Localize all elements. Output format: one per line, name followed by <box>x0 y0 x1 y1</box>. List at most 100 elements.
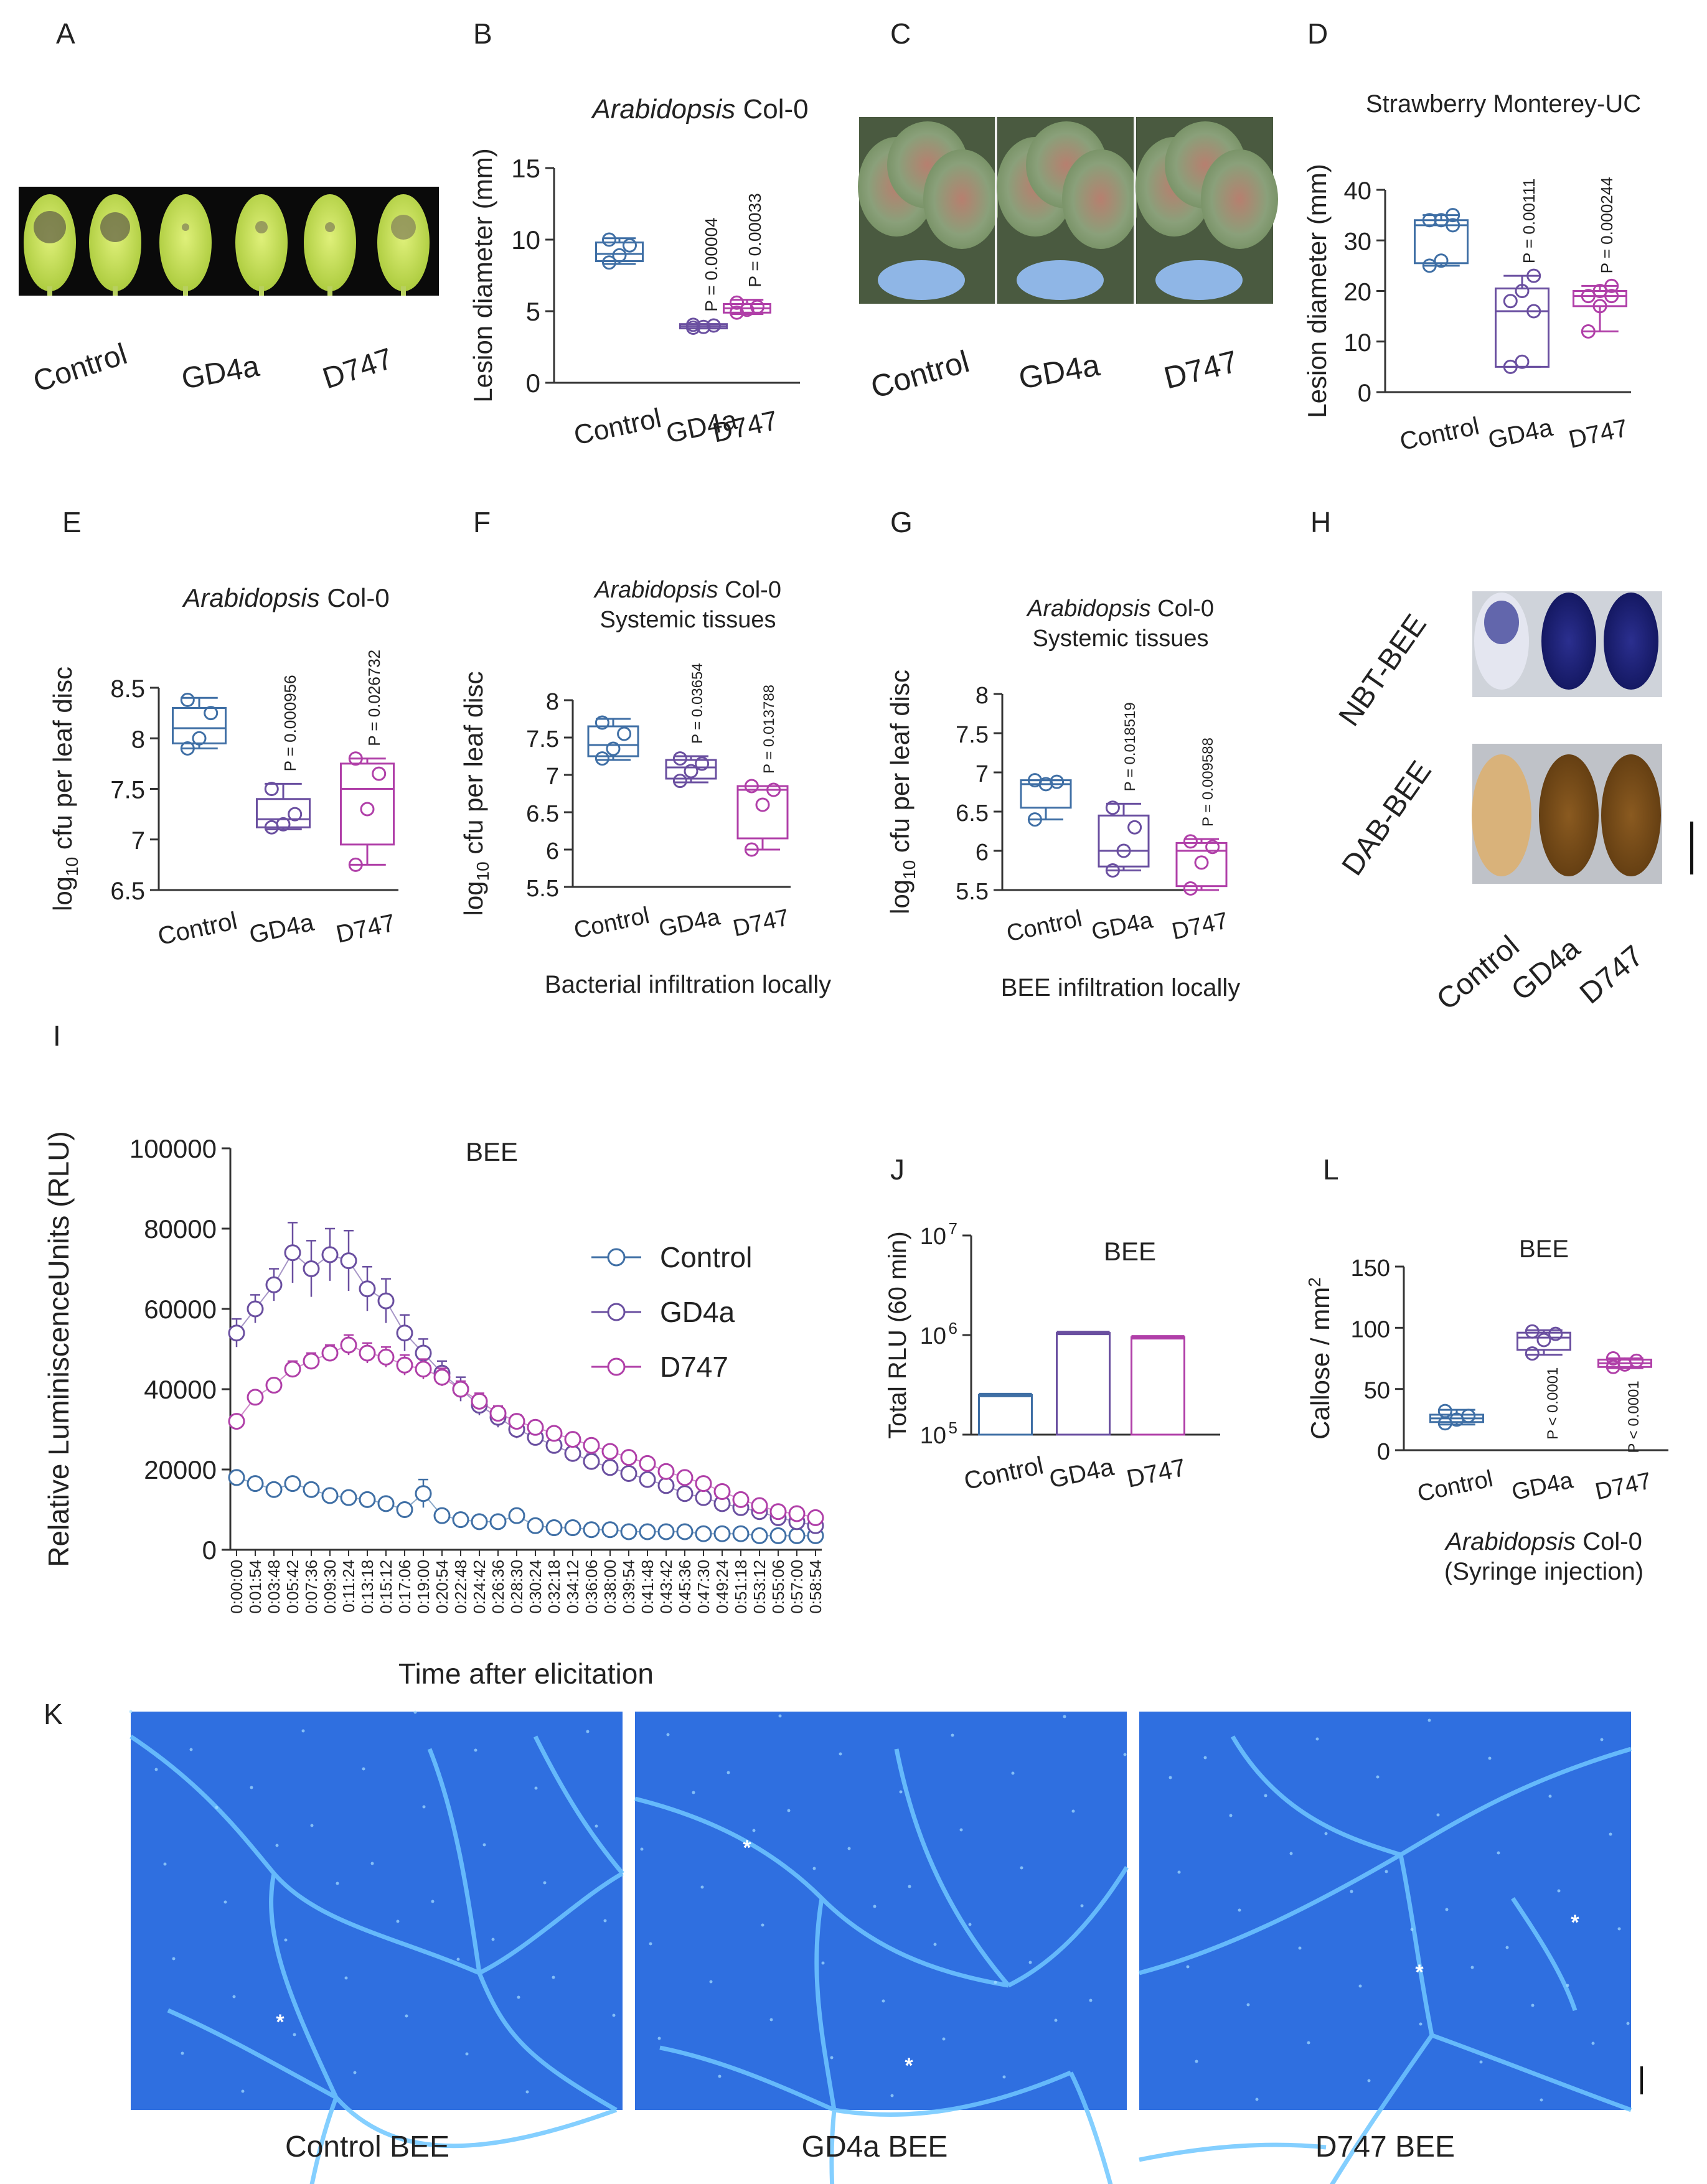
data-point <box>1105 863 1120 878</box>
panel-c-photo <box>858 117 1278 304</box>
y-axis-label: Lesion diameter (mm) <box>468 148 497 402</box>
x-category-label: D747 <box>1124 1454 1188 1493</box>
micrograph-background <box>635 1712 1127 2110</box>
chart-title: Arabidopsis Col-0 <box>593 577 781 603</box>
data-point <box>766 782 781 797</box>
x-category-label: GD4a <box>657 904 723 942</box>
panel-c-label-gd4a: GD4a <box>1016 347 1103 396</box>
data-point-control <box>247 1475 264 1493</box>
x-tick-label: 0:55:06 <box>769 1560 788 1614</box>
data-point <box>695 756 710 771</box>
p-value-label: P = 0.000244 <box>1597 177 1616 273</box>
panel-letters: A B C D E F G H I J L K <box>44 17 1339 1730</box>
data-point-control <box>284 1475 301 1493</box>
box-control <box>172 707 227 744</box>
callose-deposit <box>1566 1984 1569 1987</box>
leaf-lesion-5 <box>325 222 335 232</box>
x-category-label: Control <box>1415 1466 1495 1507</box>
data-point-control <box>265 1481 283 1498</box>
y-tick-label: 100 <box>1351 1316 1390 1343</box>
x-tick-label: 0:28:30 <box>507 1560 526 1614</box>
data-point-control <box>377 1495 395 1512</box>
callose-deposit <box>1002 2075 1006 2079</box>
callose-deposit <box>223 1900 227 1904</box>
callose-deposit <box>666 1733 670 1736</box>
x-tick-label: 0:26:36 <box>489 1560 507 1614</box>
p-value-label: P = 0.000956 <box>281 675 299 771</box>
data-point-d747 <box>247 1389 264 1406</box>
callose-deposit <box>1195 2060 1198 2063</box>
data-point <box>372 766 387 781</box>
data-point-d747 <box>583 1436 600 1454</box>
data-point-gd4a <box>415 1344 432 1362</box>
data-point-d747 <box>527 1418 544 1436</box>
data-point-d747 <box>284 1361 301 1378</box>
x-category-label: D747 <box>731 904 792 942</box>
callose-deposit <box>1289 1852 1293 1855</box>
callose-deposit <box>1488 1756 1492 1760</box>
callose-deposit <box>1169 1776 1172 1779</box>
box-control <box>1414 219 1469 265</box>
data-point <box>1422 258 1437 273</box>
data-point-control <box>564 1519 581 1537</box>
x-tick-label: 0:07:36 <box>302 1560 321 1614</box>
callose-deposit <box>899 1790 903 1794</box>
callose-deposit <box>1229 1814 1233 1817</box>
data-point <box>1105 800 1120 815</box>
callose-deposit <box>933 1943 937 1946</box>
data-point <box>1525 1346 1540 1361</box>
y-tick-label: 6.5 <box>956 800 989 827</box>
callose-deposit <box>1020 1866 1023 1870</box>
data-point <box>1446 208 1460 223</box>
panel-letter-K: K <box>44 1698 63 1730</box>
callose-deposit <box>1505 1946 1509 1949</box>
callose-deposit <box>718 2074 722 2078</box>
data-point <box>602 255 616 270</box>
panel-letter-D: D <box>1307 17 1328 50</box>
data-point-d747 <box>695 1475 712 1493</box>
callose-deposit <box>1071 1809 1075 1813</box>
panel-letter-L: L <box>1323 1153 1339 1186</box>
y-tick-exponent: 7 <box>949 1219 957 1238</box>
data-point-control <box>751 1527 768 1544</box>
box-control <box>1020 779 1072 809</box>
box-gd4a <box>256 798 311 828</box>
data-point-control <box>415 1485 432 1502</box>
data-point <box>1183 834 1198 849</box>
x-category-label: D747 <box>1170 907 1231 945</box>
x-tick-label: 0:58:54 <box>806 1560 825 1614</box>
p-value-label: P = 0.00111 <box>1520 178 1538 263</box>
callose-deposit <box>1315 1737 1319 1741</box>
data-point-control <box>452 1511 469 1529</box>
y-tick-label: 40000 <box>144 1375 217 1404</box>
callose-deposit <box>1427 1718 1431 1722</box>
x-category-label: Control <box>962 1451 1046 1495</box>
y-tick-label: 80000 <box>144 1214 217 1244</box>
callose-deposit <box>1385 1870 1388 1873</box>
callose-deposit <box>603 1919 607 1923</box>
x-tick-label: 0:45:36 <box>675 1560 694 1614</box>
data-point <box>1503 294 1518 309</box>
data-point-d747 <box>359 1344 376 1362</box>
data-point <box>180 693 195 707</box>
callose-deposit <box>1445 1908 1449 1911</box>
data-point <box>744 779 759 794</box>
y-tick-label: 0 <box>526 368 540 398</box>
x-tick-label: 0:22:48 <box>451 1560 470 1614</box>
data-point-d747 <box>676 1469 694 1486</box>
panel-a-labels: Control GD4a D747 <box>29 337 397 398</box>
x-tick-label: 0:20:54 <box>433 1560 451 1614</box>
p-value-label: P = 0.013788 <box>761 685 778 774</box>
data-point-gd4a <box>695 1489 712 1506</box>
callose-deposit <box>413 1710 417 1714</box>
data-point <box>1434 253 1449 268</box>
data-point <box>730 295 744 310</box>
panel-h-row-dab: DAB-BEE <box>1336 755 1438 881</box>
micrograph-2: *** <box>634 1712 1129 2184</box>
y-axis-label: Total RLU (60 min) <box>884 1231 911 1438</box>
data-point <box>1606 1351 1620 1366</box>
chart-e-cfu-local: 6.5 7 7.5 8 8.5 log10 cfu per leaf disc Arabid… <box>48 583 398 950</box>
callose-deposit <box>1203 1756 1207 1760</box>
callose-deposit <box>189 1748 193 1751</box>
callose-deposit <box>1540 2098 1543 2102</box>
